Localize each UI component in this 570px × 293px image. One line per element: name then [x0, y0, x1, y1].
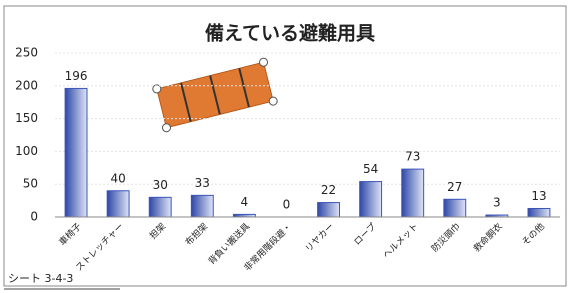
value-label: 22: [321, 183, 336, 197]
chart: 備えている避難用具 シート 3-4-3 0 50 100 150 200 250 196 車椅…: [0, 0, 570, 293]
value-label: 4: [241, 195, 249, 209]
value-label: 73: [405, 150, 420, 164]
y-tick-label: 150: [15, 111, 38, 125]
value-label: 40: [110, 171, 125, 185]
value-label: 0: [283, 198, 291, 212]
x-tick-label: 担架: [147, 220, 168, 241]
x-tick-label: その他: [519, 220, 547, 248]
x-tick-label: リヤカー: [303, 221, 336, 254]
value-label: 13: [531, 189, 546, 203]
chart-title: 備えている避難用具: [205, 22, 375, 45]
value-label: 196: [65, 69, 88, 83]
x-tick-label: 背負い搬送具: [206, 220, 253, 267]
bar: [402, 169, 424, 217]
x-tick-label: 救命胴衣: [471, 220, 505, 254]
bar: [191, 195, 213, 217]
x-tick-label: 布担架: [183, 220, 211, 248]
bar: [360, 182, 382, 217]
bar: [318, 203, 340, 217]
y-tick-label: 200: [15, 78, 38, 92]
value-label: 27: [447, 180, 462, 194]
bar: [444, 199, 466, 217]
y-tick-label: 0: [30, 210, 38, 224]
footer-label: シート 3-4-3: [8, 272, 73, 285]
value-label: 30: [153, 178, 168, 192]
page: {"chart_data": {"type": "bar", "title": …: [0, 0, 570, 293]
y-tick-label: 250: [15, 46, 38, 60]
value-label: 33: [195, 176, 210, 190]
y-tick-label: 50: [23, 177, 38, 191]
bar: [528, 208, 550, 217]
bar: [149, 197, 171, 217]
bar: [107, 191, 129, 217]
x-tick-label: ヘルメット: [382, 222, 421, 261]
x-tick-label: ロープ: [352, 221, 378, 247]
stretcher-illustration: [152, 57, 278, 132]
x-tick-label: 車椅子: [56, 220, 84, 248]
x-tick-label: 防災頭巾: [429, 220, 463, 254]
value-label: 54: [363, 162, 378, 176]
y-tick-label: 100: [15, 144, 38, 158]
value-label: 3: [493, 196, 501, 210]
bar: [65, 88, 87, 217]
